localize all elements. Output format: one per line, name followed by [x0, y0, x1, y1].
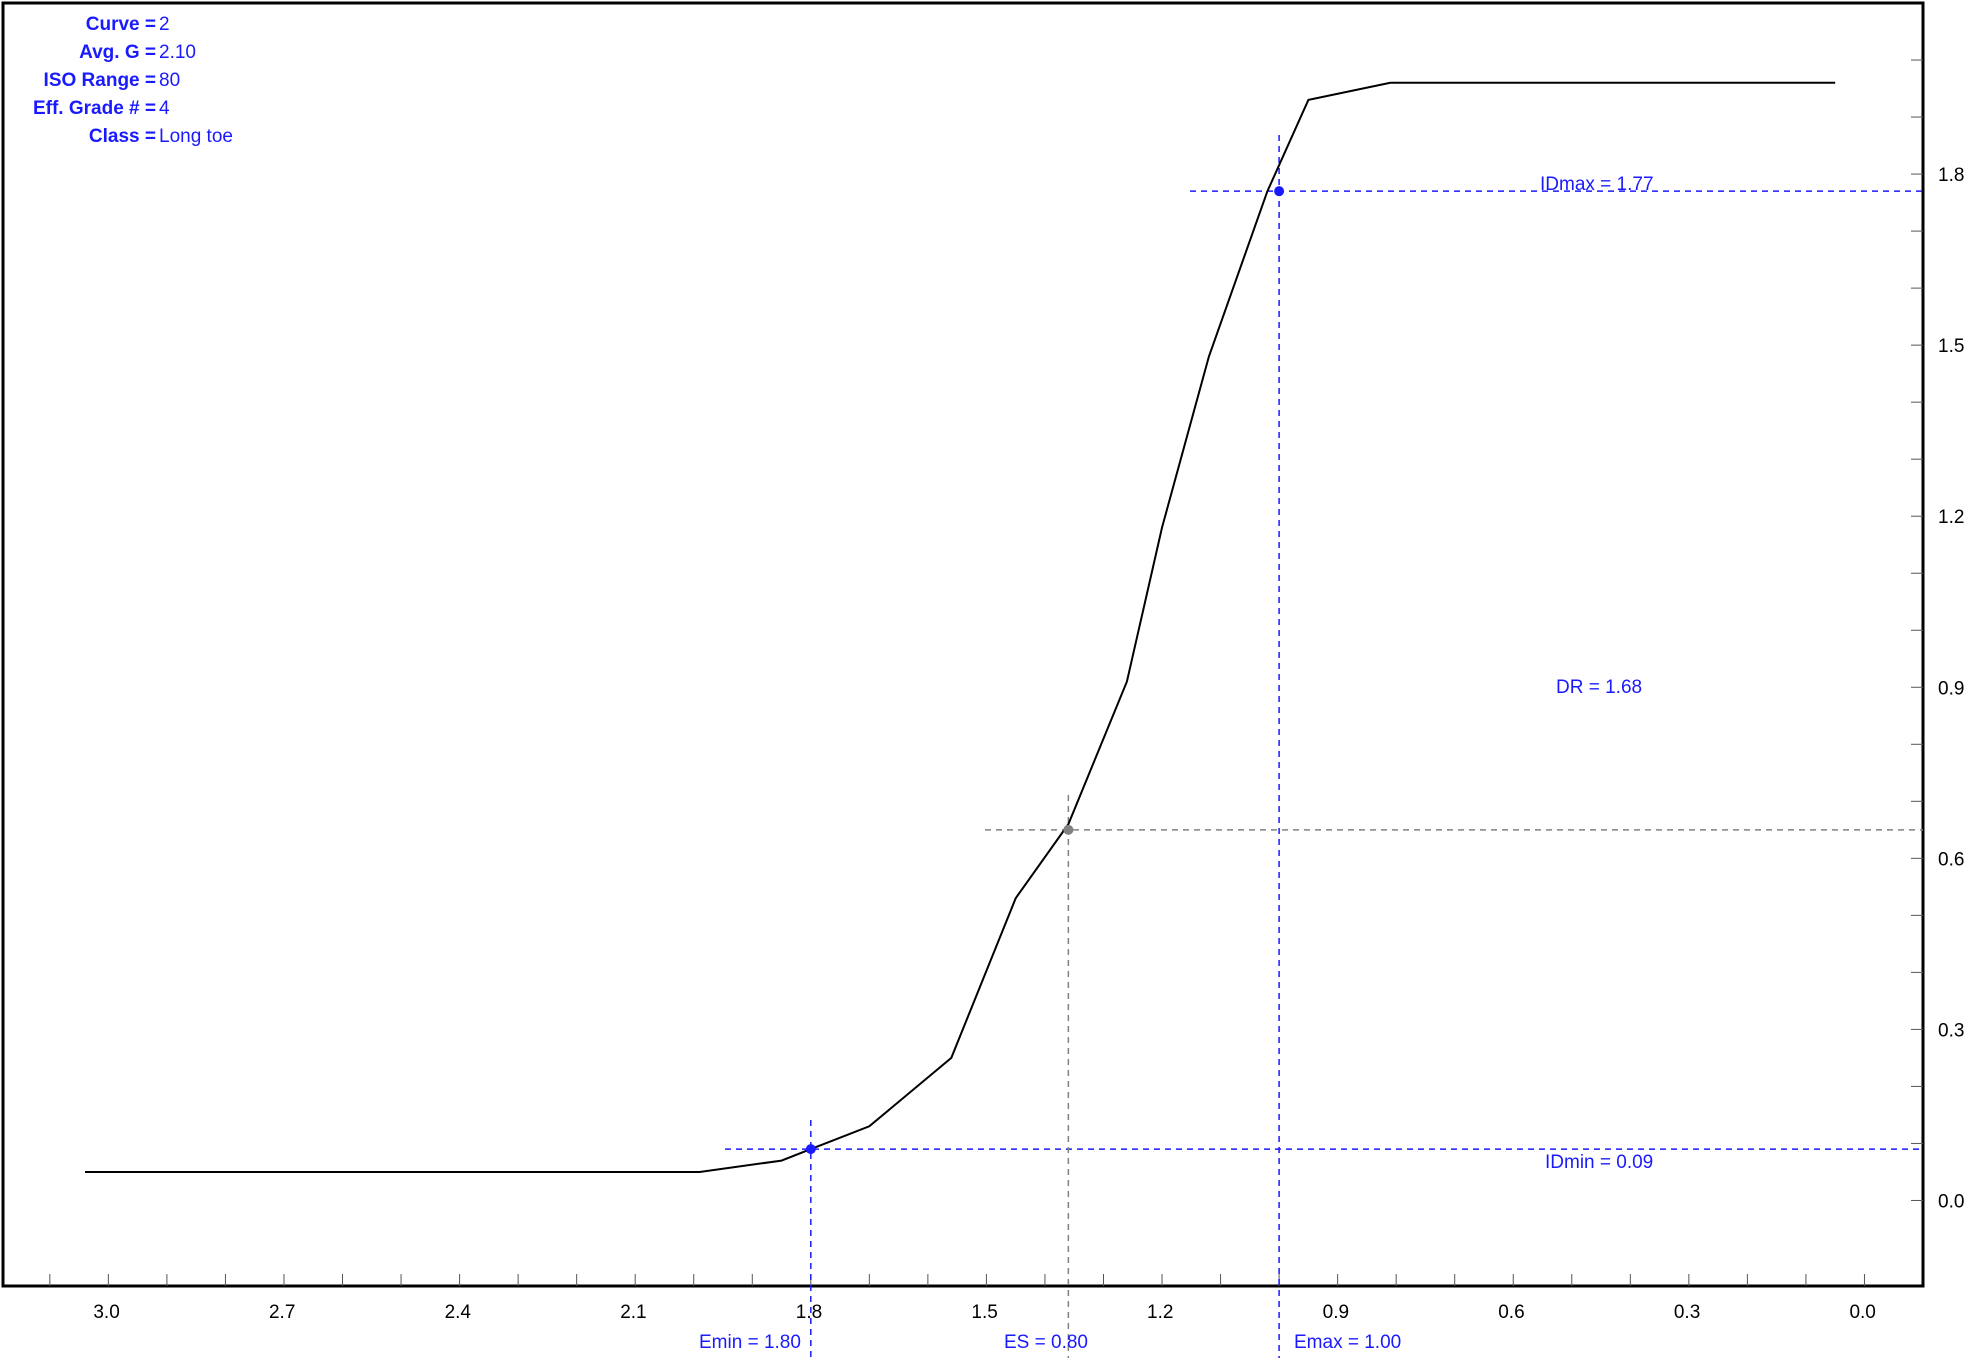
emin-label: Emin = 1.80	[699, 1332, 801, 1353]
y-tick-labels: 0.0 0.3 0.6 0.9 1.2 1.5 1.8	[1938, 165, 1964, 1212]
x-tick-labels: 3.0 2.7 2.4 2.1 1.8 1.5 1.2 0.9 0.6 0.3 0.0	[93, 1302, 1876, 1323]
info-curve-value: 2	[159, 14, 170, 35]
y-tick-label: 1.8	[1938, 165, 1964, 186]
y-tick-label: 0.6	[1938, 849, 1964, 870]
y-tick-label: 0.3	[1938, 1020, 1964, 1041]
x-tick-label: 2.7	[269, 1302, 295, 1323]
es-point	[1063, 824, 1074, 835]
idmax-label: IDmax = 1.77	[1540, 174, 1654, 195]
x-tick-label: 0.9	[1323, 1302, 1349, 1323]
info-curve: Curve = 2	[0, 12, 260, 38]
info-class-label: Class =	[88, 126, 156, 147]
x-tick-label: 2.4	[445, 1302, 472, 1323]
x-tick-label: 1.2	[1147, 1302, 1173, 1323]
emin-point	[805, 1144, 816, 1155]
emax-point	[1274, 186, 1285, 197]
info-iso-range: ISO Range = 80	[0, 68, 260, 94]
y-tick-label: 0.9	[1938, 678, 1964, 699]
x-tick-label: 0.0	[1849, 1302, 1875, 1323]
info-curve-label: Curve =	[85, 14, 156, 35]
x-tick-label: 1.8	[796, 1302, 822, 1323]
y-tick-label: 0.0	[1938, 1191, 1964, 1212]
info-eff-grade-value: 4	[159, 98, 170, 119]
x-tick-label: 3.0	[93, 1302, 119, 1323]
info-class-value: Long toe	[159, 126, 233, 147]
es-label: ES = 0.80	[1004, 1332, 1088, 1353]
reference-points	[805, 186, 1285, 1155]
info-iso-range-value: 80	[159, 70, 181, 91]
x-tick-label: 2.1	[620, 1302, 646, 1323]
info-iso-range-label: ISO Range =	[43, 70, 156, 91]
info-eff-grade-label: Eff. Grade # =	[32, 98, 156, 119]
info-avg-g: Avg. G = 2.10	[0, 40, 260, 66]
x-tick-label: 1.5	[971, 1302, 997, 1323]
y-tick-label: 1.2	[1938, 507, 1964, 528]
plot-frame	[1, 1, 1925, 1288]
characteristic-curve-line	[85, 81, 1836, 1173]
x-tick-label: 0.3	[1674, 1302, 1700, 1323]
minor-ticks	[49, 59, 1923, 1286]
reference-lines	[725, 135, 1923, 1358]
y-tick-label: 1.5	[1938, 336, 1964, 357]
idmin-label: IDmin = 0.09	[1545, 1152, 1653, 1173]
dr-label: DR = 1.68	[1556, 677, 1642, 698]
info-avg-g-value: 2.10	[159, 42, 196, 63]
x-tick-label: 0.6	[1498, 1302, 1524, 1323]
info-class: Class = Long toe	[0, 124, 260, 150]
info-avg-g-label: Avg. G =	[79, 42, 156, 63]
series-group	[85, 81, 1836, 1173]
info-eff-grade: Eff. Grade # = 4	[0, 96, 260, 122]
emax-label: Emax = 1.00	[1294, 1332, 1401, 1353]
